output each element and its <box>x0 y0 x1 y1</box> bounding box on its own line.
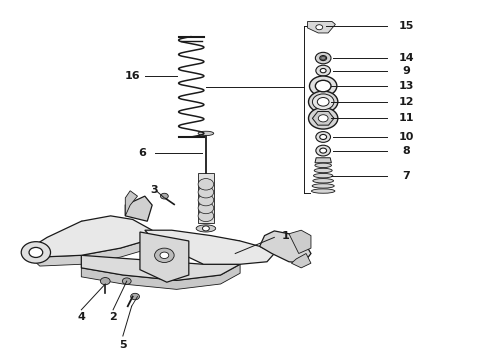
Circle shape <box>316 52 331 64</box>
Circle shape <box>198 202 214 214</box>
Circle shape <box>316 65 331 76</box>
Polygon shape <box>30 241 145 266</box>
Polygon shape <box>260 231 311 263</box>
Circle shape <box>316 25 323 30</box>
Polygon shape <box>145 230 274 264</box>
Polygon shape <box>30 216 152 257</box>
Circle shape <box>310 76 337 96</box>
Text: 8: 8 <box>402 145 410 156</box>
Text: 14: 14 <box>398 53 414 63</box>
Ellipse shape <box>312 189 335 193</box>
Text: 2: 2 <box>109 312 117 322</box>
Circle shape <box>318 115 328 122</box>
Ellipse shape <box>196 225 216 232</box>
Ellipse shape <box>198 131 214 135</box>
Circle shape <box>198 194 214 206</box>
Circle shape <box>21 242 50 263</box>
Circle shape <box>198 210 214 222</box>
Circle shape <box>321 56 326 60</box>
Circle shape <box>309 108 338 129</box>
Polygon shape <box>81 221 240 241</box>
Circle shape <box>29 247 43 257</box>
Circle shape <box>131 293 140 300</box>
Ellipse shape <box>312 184 334 188</box>
Text: 6: 6 <box>139 148 147 158</box>
Text: 5: 5 <box>119 340 126 350</box>
Circle shape <box>122 278 131 284</box>
Polygon shape <box>315 158 331 163</box>
Polygon shape <box>125 196 152 221</box>
Circle shape <box>160 252 169 258</box>
Circle shape <box>313 94 334 110</box>
Text: 10: 10 <box>398 132 414 142</box>
Text: 15: 15 <box>398 21 414 31</box>
Circle shape <box>316 80 331 92</box>
Text: 12: 12 <box>398 97 414 107</box>
Polygon shape <box>308 22 335 33</box>
Circle shape <box>320 134 327 139</box>
Polygon shape <box>292 253 311 268</box>
Text: 9: 9 <box>402 66 410 76</box>
Polygon shape <box>198 173 214 223</box>
Circle shape <box>100 278 110 285</box>
Circle shape <box>160 193 168 199</box>
Ellipse shape <box>314 174 333 178</box>
Polygon shape <box>125 191 138 216</box>
Polygon shape <box>140 232 189 282</box>
Text: 4: 4 <box>77 312 85 322</box>
Text: 16: 16 <box>125 71 141 81</box>
Polygon shape <box>313 112 334 125</box>
Ellipse shape <box>315 163 331 167</box>
Circle shape <box>202 226 209 231</box>
Polygon shape <box>289 230 311 253</box>
Polygon shape <box>81 255 240 280</box>
Circle shape <box>155 248 174 262</box>
Circle shape <box>320 55 327 60</box>
Text: 3: 3 <box>151 185 158 195</box>
Ellipse shape <box>313 179 334 183</box>
Circle shape <box>198 179 214 190</box>
Text: 13: 13 <box>398 81 414 91</box>
Circle shape <box>316 132 331 142</box>
Ellipse shape <box>314 168 332 173</box>
Text: 11: 11 <box>398 113 414 123</box>
Text: 7: 7 <box>402 171 410 181</box>
Circle shape <box>318 98 329 106</box>
Circle shape <box>198 186 214 198</box>
Circle shape <box>309 91 338 113</box>
Polygon shape <box>81 264 240 289</box>
Text: 1: 1 <box>281 231 289 240</box>
Circle shape <box>316 145 331 156</box>
Circle shape <box>320 148 327 153</box>
Circle shape <box>320 68 326 73</box>
